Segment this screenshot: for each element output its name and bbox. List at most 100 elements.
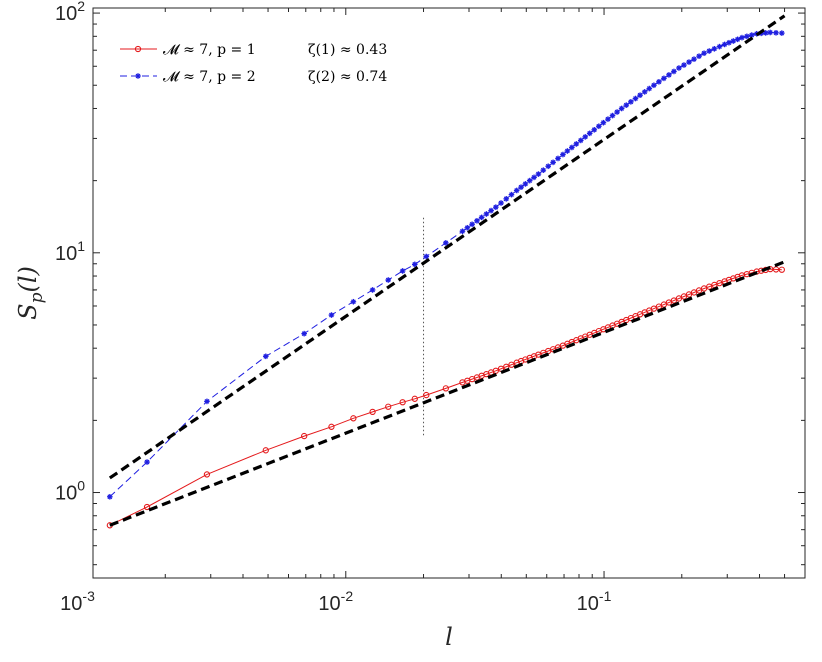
- series-2-point: [748, 32, 755, 38]
- series-2-point: [498, 200, 504, 206]
- series-2-point: [676, 65, 682, 71]
- marker-stroke: [646, 86, 652, 91]
- marker-stroke: [412, 261, 418, 267]
- series-2-point: [734, 36, 741, 43]
- marker-stroke: [135, 73, 141, 79]
- series-2-line: [109, 31, 782, 498]
- marker-stroke: [540, 167, 546, 173]
- marker-stroke: [696, 53, 702, 59]
- marker-stroke: [651, 82, 657, 88]
- series-2-point: [526, 177, 533, 184]
- series-2-point: [503, 196, 510, 202]
- marker-stroke: [614, 109, 620, 115]
- marker-stroke: [779, 30, 785, 36]
- series-2-point: [623, 102, 630, 108]
- marker-stroke: [569, 145, 575, 150]
- marker-stroke: [498, 200, 504, 206]
- series-1-point: [262, 447, 269, 454]
- series-2-point: [730, 38, 737, 44]
- marker-stroke: [474, 218, 480, 224]
- marker-stroke: [701, 50, 707, 56]
- marker-stroke: [555, 156, 561, 161]
- plot-area: [106, 14, 786, 529]
- series-2-point: [744, 33, 750, 40]
- series-2-point: [508, 191, 515, 198]
- series-2-point: [582, 134, 589, 140]
- marker-stroke: [531, 174, 537, 180]
- series-2-point: [701, 50, 707, 57]
- series-2-point: [779, 30, 785, 36]
- series-2-point: [478, 214, 485, 221]
- series-2-point: [350, 298, 357, 305]
- marker-stroke: [706, 48, 712, 54]
- series-2-point: [605, 116, 611, 122]
- legend: 𝓜 ≈ 7, p = 1 ζ(1) ≈ 0.43 𝓜 ≈ 7, p = 2 ζ(2) …: [120, 42, 387, 85]
- series-2-point: [411, 261, 418, 268]
- series-2-point: [739, 34, 745, 41]
- legend-swatch-marker: [134, 45, 142, 53]
- series-2-point: [545, 163, 552, 170]
- y-tick-label: 101: [55, 238, 85, 265]
- marker-stroke: [469, 221, 475, 227]
- marker-stroke: [681, 62, 687, 68]
- marker-stroke: [628, 99, 634, 105]
- marker-stroke: [605, 116, 611, 122]
- series-2-point: [671, 68, 677, 75]
- series-2-point: [706, 48, 713, 54]
- series-2-point: [637, 92, 643, 99]
- series-2-point: [328, 312, 335, 318]
- marker-stroke: [587, 130, 593, 136]
- marker-stroke: [596, 123, 602, 129]
- marker-stroke: [329, 312, 334, 318]
- marker-stroke: [204, 398, 210, 404]
- marker-stroke: [350, 299, 356, 305]
- series-2-point: [369, 287, 376, 293]
- marker-stroke: [423, 254, 429, 259]
- marker-stroke: [535, 171, 541, 177]
- marker-stroke: [578, 137, 584, 143]
- series-2-point: [483, 211, 490, 217]
- marker-stroke: [676, 65, 682, 71]
- marker-stroke: [610, 113, 615, 119]
- x-tick-label: 10-2: [318, 588, 353, 615]
- marker-stroke: [763, 30, 769, 36]
- series-1-point: [143, 503, 151, 511]
- series-2-point: [459, 228, 466, 235]
- series-1-point: [399, 399, 406, 406]
- marker-stroke: [633, 96, 638, 101]
- series-1-point: [301, 432, 308, 440]
- series-2-point: [586, 130, 593, 137]
- series-2-point: [596, 123, 602, 130]
- y-tick-label: 102: [55, 0, 85, 25]
- series-2-point: [641, 89, 648, 95]
- marker-stroke: [493, 204, 499, 210]
- x-tick-label: 10-1: [577, 588, 612, 615]
- legend-label: 𝓜 ≈ 7, p = 2: [163, 69, 256, 85]
- series-1-point: [778, 266, 785, 273]
- series-2-point: [540, 167, 547, 173]
- marker-stroke: [730, 38, 736, 44]
- fit-line-1: [109, 260, 786, 527]
- marker-stroke: [661, 75, 667, 81]
- marker-stroke: [483, 211, 489, 217]
- series-2-point: [618, 105, 625, 112]
- y-axis-label: Sp(l): [14, 266, 47, 320]
- marker-stroke: [550, 159, 556, 165]
- marker-stroke: [773, 30, 779, 36]
- marker-stroke: [739, 35, 745, 41]
- series-2-point: [609, 112, 616, 119]
- legend-annotation: ζ(1) ≈ 0.43: [308, 42, 387, 58]
- series-2-point: [569, 144, 575, 151]
- legend-entry-1: 𝓜 ≈ 7, p = 1 ζ(1) ≈ 0.43: [120, 42, 387, 58]
- legend-annotation: ζ(2) ≈ 0.74: [308, 69, 387, 85]
- marker-stroke: [671, 69, 677, 74]
- series-1-line: [109, 268, 782, 526]
- series-2-point: [385, 277, 392, 283]
- marker-stroke: [464, 225, 470, 231]
- series-1-point: [203, 471, 211, 478]
- series-1-point: [385, 403, 392, 410]
- series-2-point: [726, 39, 732, 46]
- series-2-point: [518, 184, 524, 190]
